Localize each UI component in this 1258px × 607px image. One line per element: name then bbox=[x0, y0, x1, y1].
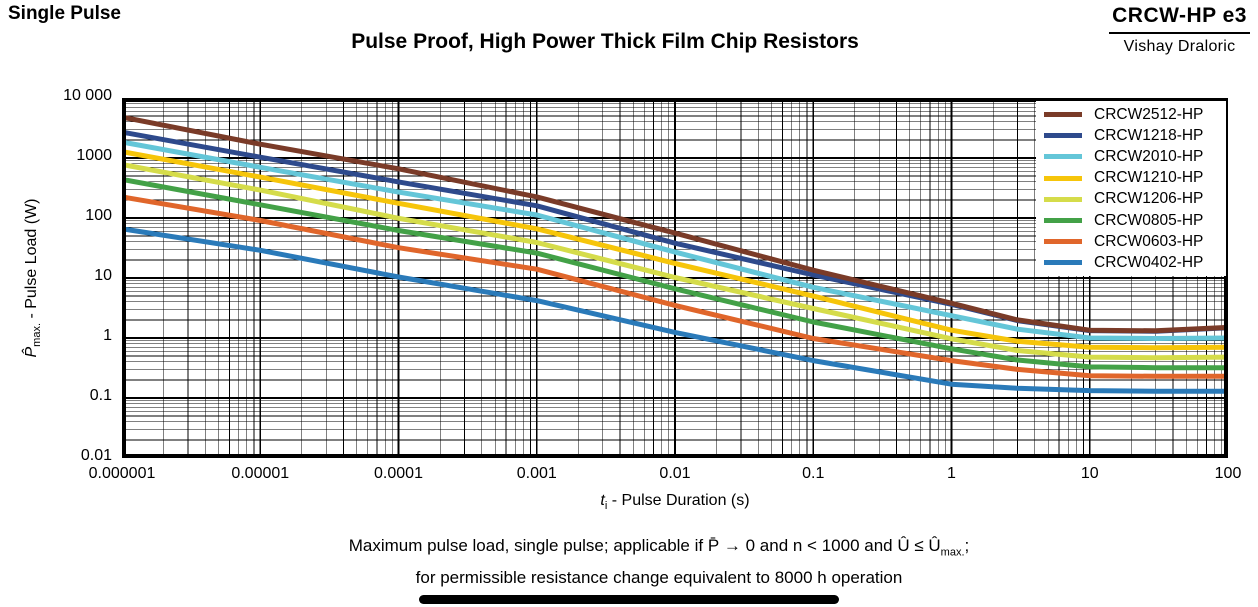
legend: CRCW2512-HP CRCW1218-HP CRCW2010-HP CRCW121… bbox=[1036, 101, 1226, 276]
legend-item: CRCW1210-HP bbox=[1036, 168, 1226, 189]
x-tick-label: 0.00001 bbox=[231, 465, 290, 482]
legend-item: CRCW0603-HP bbox=[1036, 231, 1226, 252]
y-tick-label: 0.1 bbox=[89, 387, 112, 404]
y-tick-label: 10 000 bbox=[63, 87, 112, 104]
x-tick-label: 100 bbox=[1214, 465, 1242, 482]
x-tick-label: 0.001 bbox=[516, 465, 557, 482]
legend-swatch-crcw2512-hp bbox=[1044, 112, 1082, 118]
y-tick-label: 1 bbox=[103, 327, 112, 344]
x-axis-symbol: t bbox=[600, 492, 605, 509]
y-tick-label: 10 bbox=[94, 267, 112, 284]
curve-crcw0603-hp bbox=[122, 194, 1228, 379]
x-tick-label: 10 bbox=[1080, 465, 1099, 482]
curve-crcw2010-hp bbox=[122, 139, 1228, 341]
chart-title: Pulse Proof, High Power Thick Film Chip … bbox=[351, 30, 859, 53]
y-axis-label: P̂max. - Pulse Load (W) bbox=[23, 199, 43, 358]
caption-line-1: Maximum pulse load, single pulse; applic… bbox=[348, 536, 970, 559]
corner-label: Single Pulse bbox=[8, 3, 121, 24]
legend-label: CRCW0805-HP bbox=[1094, 211, 1204, 229]
legend-label: CRCW1210-HP bbox=[1094, 169, 1204, 187]
brand-block: CRCW-HP e3 Vishay Draloric bbox=[1109, 4, 1250, 56]
legend-label: CRCW1206-HP bbox=[1094, 190, 1204, 208]
legend-item: CRCW1218-HP bbox=[1036, 125, 1226, 146]
curve-crcw0402-hp bbox=[122, 226, 1228, 394]
legend-label: CRCW2512-HP bbox=[1094, 105, 1204, 123]
legend-swatch-crcw0805-hp bbox=[1044, 218, 1082, 224]
curve-crcw1206-hp bbox=[122, 162, 1228, 361]
legend-swatch-crcw1218-hp bbox=[1044, 133, 1082, 139]
legend-swatch-crcw1210-hp bbox=[1044, 175, 1082, 181]
x-tick-label: 1 bbox=[947, 465, 956, 482]
home-indicator-bar bbox=[419, 595, 839, 604]
caption-line-2: for permissible resistance change equiva… bbox=[415, 568, 903, 588]
brand-company: Vishay Draloric bbox=[1123, 38, 1236, 55]
legend-item: CRCW1206-HP bbox=[1036, 189, 1226, 210]
y-axis-symbol-subscript: max. bbox=[31, 322, 44, 347]
legend-swatch-crcw2010-hp bbox=[1044, 154, 1082, 160]
y-axis-symbol: P̂ bbox=[22, 346, 40, 358]
x-axis-label: ti - Pulse Duration (s) bbox=[122, 492, 1228, 512]
legend-label: CRCW1218-HP bbox=[1094, 126, 1204, 144]
legend-swatch-crcw0402-hp bbox=[1044, 260, 1082, 266]
legend-swatch-crcw1206-hp bbox=[1044, 196, 1082, 202]
y-tick-label: 100 bbox=[85, 207, 112, 224]
curves bbox=[122, 114, 1228, 394]
legend-item: CRCW0402-HP bbox=[1036, 252, 1226, 273]
y-tick-label: 0.01 bbox=[80, 447, 112, 464]
y-axis-label-text: - Pulse Load (W) bbox=[22, 198, 40, 323]
x-axis-symbol-subscript: i bbox=[604, 500, 608, 513]
plot-border bbox=[122, 98, 1228, 458]
brand-model: CRCW-HP e3 bbox=[1109, 4, 1250, 34]
legend-item: CRCW2512-HP bbox=[1036, 104, 1226, 125]
y-tick-label: 1000 bbox=[76, 147, 112, 164]
curve-crcw1210-hp bbox=[122, 149, 1228, 351]
x-tick-label: 0.1 bbox=[802, 465, 825, 482]
pulse-load-chart bbox=[122, 98, 1228, 458]
figure-caption: Maximum pulse load, single pulse; applic… bbox=[60, 533, 1258, 590]
legend-label: CRCW0603-HP bbox=[1094, 232, 1204, 250]
legend-item: CRCW0805-HP bbox=[1036, 210, 1226, 231]
legend-swatch-crcw0603-hp bbox=[1044, 239, 1082, 245]
curve-crcw0805-hp bbox=[122, 176, 1228, 371]
legend-item: CRCW2010-HP bbox=[1036, 146, 1226, 167]
x-tick-label: 0.0001 bbox=[374, 465, 423, 482]
legend-label: CRCW2010-HP bbox=[1094, 147, 1204, 165]
x-axis-label-text: - Pulse Duration (s) bbox=[607, 492, 750, 509]
x-tick-label: 0.000001 bbox=[88, 465, 156, 482]
legend-label: CRCW0402-HP bbox=[1094, 253, 1204, 271]
curve-crcw2512-hp bbox=[122, 114, 1228, 334]
x-tick-label: 0.01 bbox=[659, 465, 691, 482]
